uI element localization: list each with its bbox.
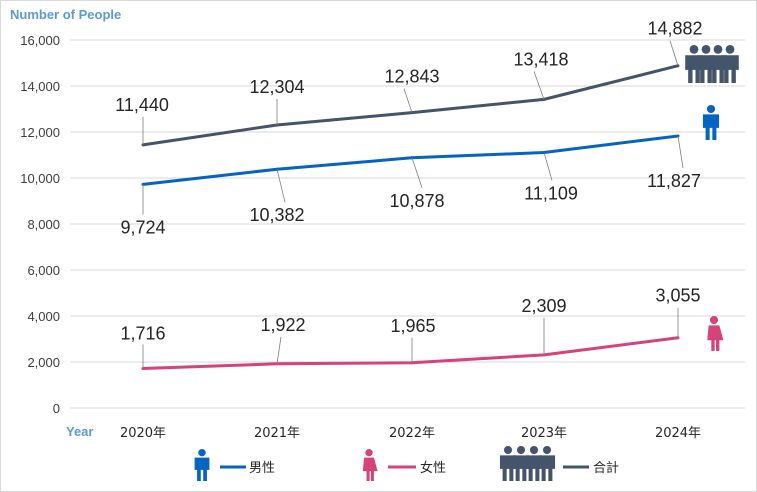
y-axis-ticks: 0 2,000 4,000 6,000 8,000 10,000 12,000 14,000 1… [20, 33, 60, 416]
leader-line [411, 157, 423, 188]
y-tick-label: 2,000 [27, 355, 60, 370]
head [198, 449, 206, 457]
group-people-icon [685, 45, 739, 83]
x-tick-label: 2022年 [389, 426, 435, 441]
data-label-male: 10,382 [249, 205, 304, 225]
body [512, 455, 530, 481]
head [706, 105, 716, 114]
legend-label: 女性 [420, 460, 446, 476]
body [499, 455, 517, 481]
head [713, 45, 723, 54]
data-label-male: 10,878 [389, 191, 444, 211]
data-label-total: 13,418 [513, 49, 568, 69]
data-label-total: 12,843 [384, 67, 439, 87]
x-axis-title: Year [66, 424, 93, 439]
y-tick-label: 4,000 [27, 309, 60, 324]
series-line-female [142, 336, 679, 371]
head [542, 446, 552, 455]
legend-item-total: 合計 [499, 446, 619, 481]
legend-label: 男性 [249, 461, 275, 476]
y-tick-label: 6,000 [27, 263, 60, 278]
y-tick-label: 10,000 [20, 171, 60, 186]
leader-line [403, 88, 413, 113]
leader-line [543, 152, 553, 181]
body [721, 55, 739, 83]
legend-item-male: 男性 [194, 449, 275, 481]
leader-line [276, 336, 282, 364]
data-label-female: 3,055 [655, 286, 700, 306]
x-tick-label: 2021年 [254, 426, 300, 441]
data-label-male: 9,724 [120, 217, 165, 237]
leader-line [669, 40, 679, 66]
gridlines [70, 39, 745, 409]
y-tick-label: 12,000 [20, 125, 60, 140]
x-tick-label: 2023年 [521, 426, 567, 441]
data-label-female: 2,309 [521, 296, 566, 316]
head [709, 316, 719, 325]
data-label-male: 11,827 [647, 171, 701, 191]
data-labels: 11,440 12,304 12,843 13,418 14,882 9,724 10,38… [115, 19, 702, 344]
head [503, 446, 513, 455]
leader-line [677, 135, 684, 169]
data-label-total: 11,440 [115, 95, 169, 115]
series-line-male [142, 134, 679, 186]
series-icons [685, 45, 739, 351]
data-label-total: 12,304 [249, 77, 304, 97]
data-label-total: 14,882 [647, 19, 702, 39]
female-person-icon [362, 449, 378, 481]
group-people-icon [499, 446, 556, 481]
x-tick-label: 2024年 [655, 426, 701, 441]
x-tick-label: 2020年 [120, 426, 166, 441]
data-label-male: 11,109 [524, 183, 578, 203]
head [725, 45, 735, 54]
legend-item-female: 女性 [362, 449, 446, 481]
y-axis-title: Number of People [10, 7, 121, 22]
y-tick-label: 8,000 [27, 217, 60, 232]
legend: 男性 女性 合計 [194, 446, 619, 481]
head [701, 45, 711, 54]
label-leader-lines [142, 40, 684, 369]
head [516, 446, 526, 455]
y-tick-label: 0 [53, 401, 60, 416]
body [538, 455, 556, 481]
body [194, 457, 210, 481]
body [362, 457, 378, 481]
data-label-female: 1,965 [390, 316, 435, 336]
legend-label: 合計 [593, 460, 619, 476]
body [707, 325, 724, 351]
y-tick-label: 14,000 [20, 79, 60, 94]
head [529, 446, 539, 455]
data-label-female: 1,922 [260, 315, 305, 335]
head [365, 449, 373, 457]
x-axis-categories: 2020年 2021年 2022年 2023年 2024年 [120, 426, 701, 441]
body [702, 114, 720, 140]
male-person-icon [702, 105, 720, 140]
leader-line [533, 71, 545, 100]
y-tick-label: 16,000 [20, 33, 60, 48]
head [689, 45, 699, 54]
male-person-icon [194, 449, 210, 481]
body [525, 455, 543, 481]
leader-line [276, 169, 286, 203]
data-label-female: 1,716 [120, 324, 165, 344]
female-person-icon [707, 316, 724, 351]
